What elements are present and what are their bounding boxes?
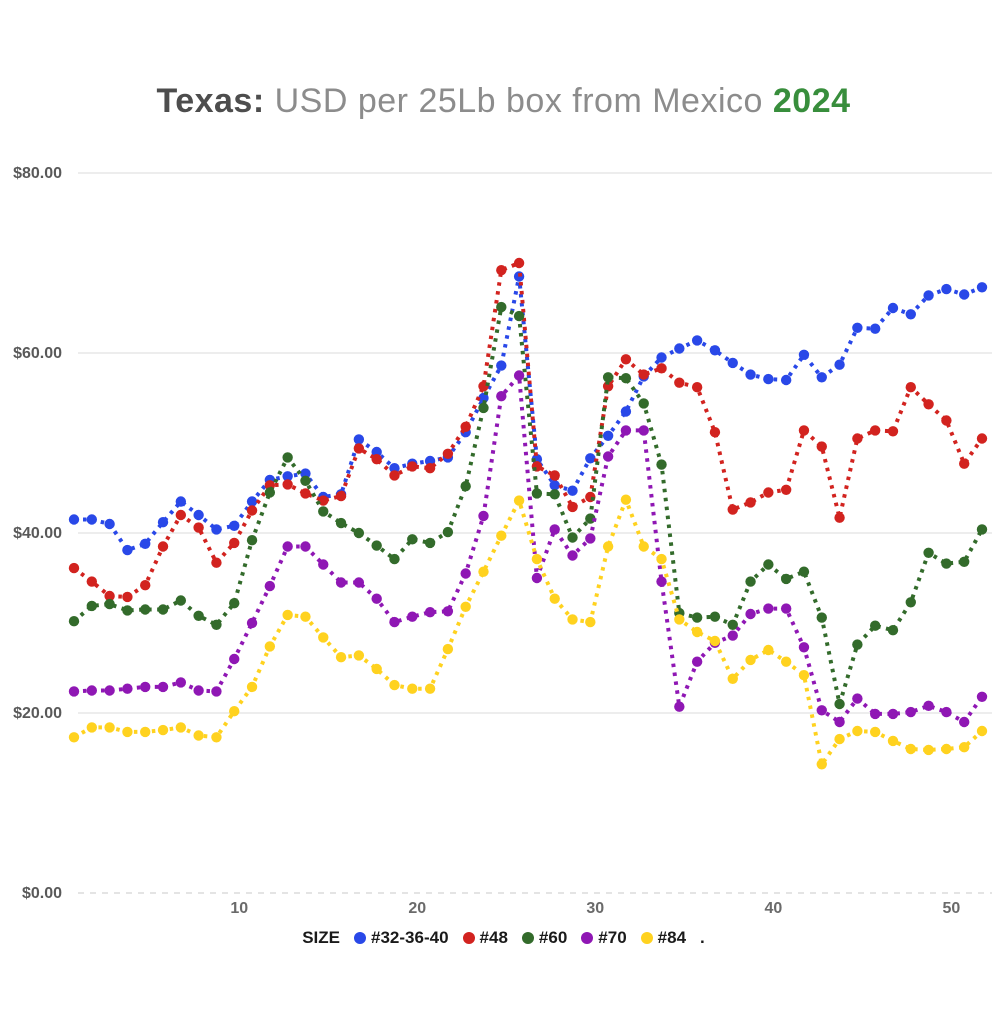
svg-text:10: 10 [230,900,248,917]
chart-legend: SIZE #32-36-40 #48 #60 #70 #84 . [0,928,1007,948]
legend-trailing-mark: . [700,928,705,947]
svg-text:50: 50 [942,900,960,917]
svg-text:$40.00: $40.00 [13,525,62,542]
chart-title-main: USD per 25Lb box from Mexico [274,82,773,120]
legend-item-32-36-40: #32-36-40 [354,928,449,948]
legend-item-60: #60 [521,928,568,948]
legend-dot-red-icon [462,932,475,944]
svg-text:$20.00: $20.00 [13,705,62,722]
chart-title-prefix: Texas: [156,82,265,120]
legend-item-70: #70 [581,928,627,948]
legend-item-label: #32-36-40 [371,928,449,947]
legend-dot-purple-icon [581,932,594,944]
legend-item-label: #48 [479,928,508,947]
svg-text:20: 20 [408,900,426,917]
svg-text:$60.00: $60.00 [13,345,62,362]
legend-dot-blue-icon [354,932,367,944]
chart-title-year: 2024 [772,82,851,120]
chart-title: Texas: USD per 25Lb box from Mexico 2024 [0,82,1007,121]
legend-item-label: #60 [538,928,568,947]
legend-item-label: #70 [598,928,627,947]
legend-dot-green-icon [521,932,534,944]
svg-text:$80.00: $80.00 [13,165,62,182]
legend-item-label: #84 [657,928,687,947]
svg-text:30: 30 [586,900,604,917]
svg-text:$0.00: $0.00 [22,885,62,902]
legend-size-label: SIZE [302,928,341,947]
legend-item-84: #84 [640,928,687,948]
legend-item-48: #48 [462,928,508,948]
svg-text:40: 40 [764,900,782,917]
legend-dot-yellow-icon [640,932,653,944]
